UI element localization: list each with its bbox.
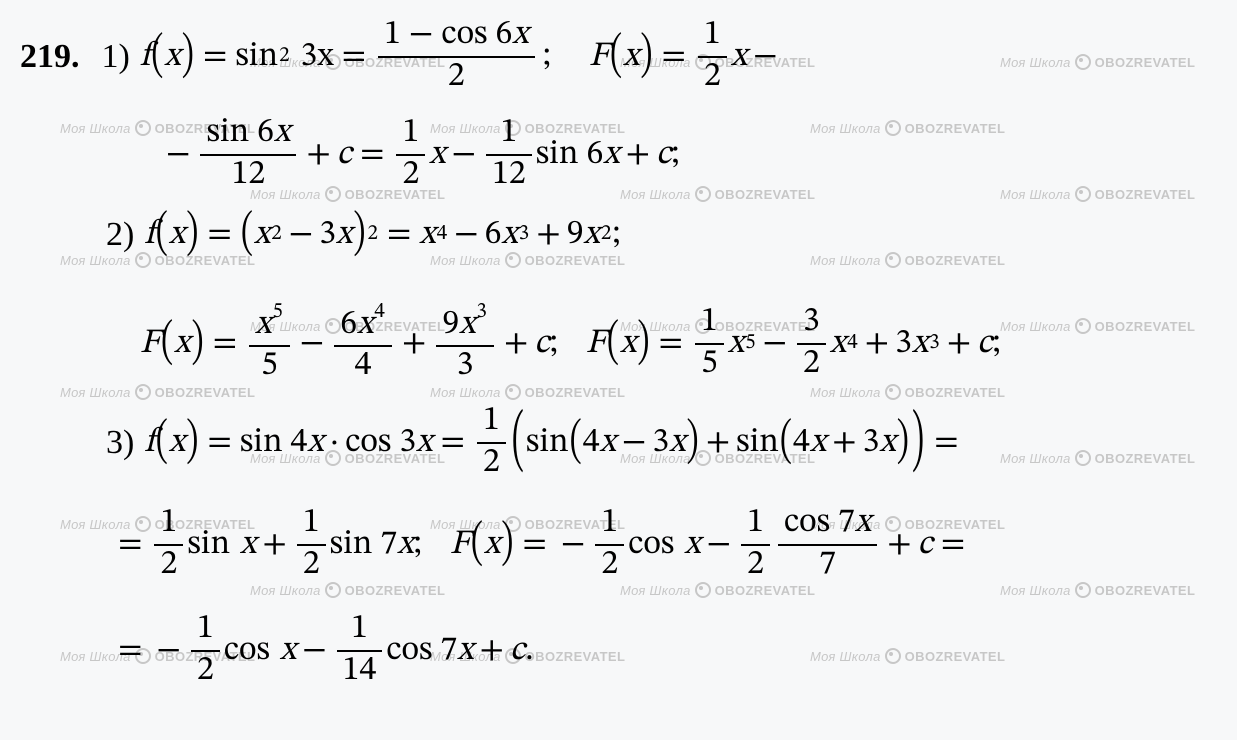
item-2-label: 2): [106, 218, 134, 252]
frac-9x3-3: 9x3 3: [436, 300, 494, 387]
line-1a: 219. 1) f (x) = sin2 3x = 1 − cos 6x 2 ;…: [20, 16, 1237, 97]
line-3a: 3) f (x) = sin 4x·cos 3x = 1 2 ( sin(4x−…: [106, 402, 1237, 483]
cap-F: F: [589, 40, 609, 74]
minus: −: [166, 138, 190, 172]
frac-1: 1 − cos 6x 2: [378, 16, 534, 97]
frac-1-2-3a: 1 2: [477, 402, 506, 483]
math-content: 219. 1) f (x) = sin2 3x = 1 − cos 6x 2 ;…: [0, 0, 1237, 740]
semi-2a: ;: [612, 218, 620, 252]
frac-3-2: 3 2: [797, 303, 826, 384]
frac-1-2-3b4: 1 2: [741, 504, 770, 585]
item-3-label: 3): [106, 426, 134, 460]
line-3b: = 1 2 sinx + 1 2 sin 7x; F (x) = − 1 2 c…: [110, 504, 1237, 585]
F-3b: F: [450, 528, 470, 562]
F-2b-2: F: [586, 327, 606, 361]
frac-1-2-3b2: 1 2: [297, 504, 326, 585]
frac-cos7x-7: cos 7x 7: [778, 504, 877, 585]
frac-x5-5: x5 5: [249, 300, 290, 387]
frac-1-12: 1 12: [486, 114, 532, 195]
F-2b: F: [140, 327, 160, 361]
frac-sin6x-12: sin 6x 12: [200, 114, 296, 195]
line-2a: 2) f (x) = (x2 −3x)2 = x4 −6x3 +9x2 ;: [106, 218, 1237, 252]
problem-number: 219.: [20, 40, 80, 74]
f-symbol: f: [140, 40, 150, 74]
line-2b: F (x) = x5 5 − 6x4 4 + 9x3 3 +c; F (x) =…: [140, 300, 1237, 387]
frac-1-2-3b1: 1 2: [154, 504, 183, 585]
frac-1-2-3b3: 1 2: [595, 504, 624, 585]
arg-x: x: [164, 40, 180, 74]
frac-half: 1 2: [698, 16, 727, 97]
f-2: f: [144, 218, 154, 252]
arg-3x: 3x: [301, 40, 334, 74]
frac-6x4-4: 6x4 4: [334, 300, 392, 387]
item-1-label: 1): [102, 40, 130, 74]
sin-fn: sin: [235, 40, 278, 74]
frac-1-5: 1 5: [695, 303, 724, 384]
line-1b: − sin 6x 12 +c = 1 2 x− 1 12 sin 6x+c;: [160, 114, 1237, 195]
frac-1-2: 1 2: [396, 114, 425, 195]
frac-1-2-3c: 1 2: [191, 610, 220, 691]
f-3: f: [144, 426, 154, 460]
line-3c: = − 1 2 cosx − 1 14 cos 7x +c.: [110, 610, 1237, 691]
sup-2: 2: [279, 46, 289, 67]
frac-1-14: 1 14: [337, 610, 383, 691]
